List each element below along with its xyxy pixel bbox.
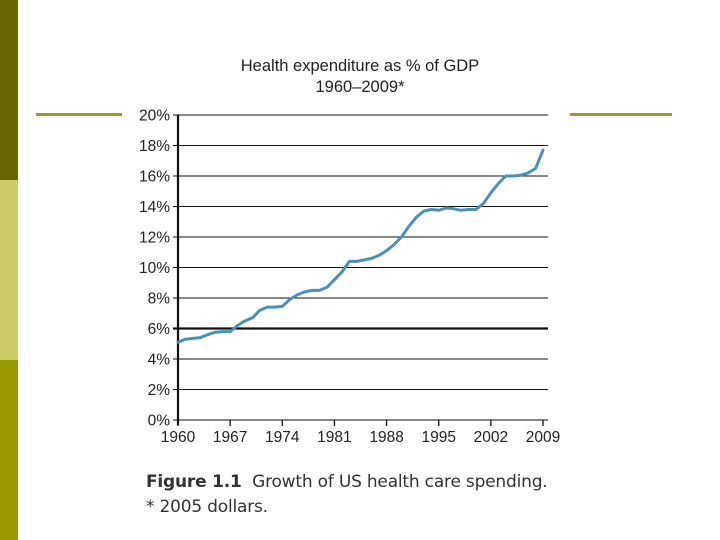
y-tick-label: 2% — [148, 382, 171, 399]
y-tick-label: 0% — [148, 413, 171, 430]
x-tick-label: 1995 — [421, 429, 455, 446]
x-tick-label: 1967 — [213, 429, 247, 446]
y-tick-label: 14% — [139, 199, 170, 216]
accent-line-left — [36, 113, 122, 116]
x-tick-label: 1988 — [369, 429, 403, 446]
sidebar-block-middle — [0, 180, 18, 360]
figure-footnote: * 2005 dollars. — [146, 497, 268, 517]
figure-text: Growth of US health care spending. — [252, 472, 548, 492]
y-tick-label: 12% — [139, 230, 170, 247]
y-tick-label: 20% — [139, 108, 170, 125]
y-tick-label: 8% — [148, 291, 171, 308]
chart-title: Health expenditure as % of GDP — [240, 57, 480, 75]
sidebar-block-bottom — [0, 360, 18, 540]
x-tick-label: 2002 — [474, 429, 508, 446]
y-tick-label: 18% — [139, 138, 170, 155]
x-tick-label: 1974 — [265, 429, 300, 446]
y-tick-label: 6% — [148, 321, 171, 338]
accent-line-right — [570, 113, 672, 116]
x-tick-label: 2009 — [526, 429, 560, 446]
x-tick-label: 1981 — [317, 429, 351, 446]
figure-caption: Figure 1.1 Growth of US health care spen… — [146, 472, 548, 492]
y-tick-label: 16% — [139, 169, 170, 186]
y-tick-label: 10% — [139, 260, 170, 277]
y-tick-label: 4% — [148, 352, 171, 369]
chart-subtitle: 1960–2009* — [315, 78, 405, 96]
figure-label: Figure 1.1 — [146, 472, 242, 492]
series-line — [176, 148, 545, 344]
x-tick-label: 1960 — [161, 429, 196, 446]
sidebar-block-top — [0, 0, 18, 180]
